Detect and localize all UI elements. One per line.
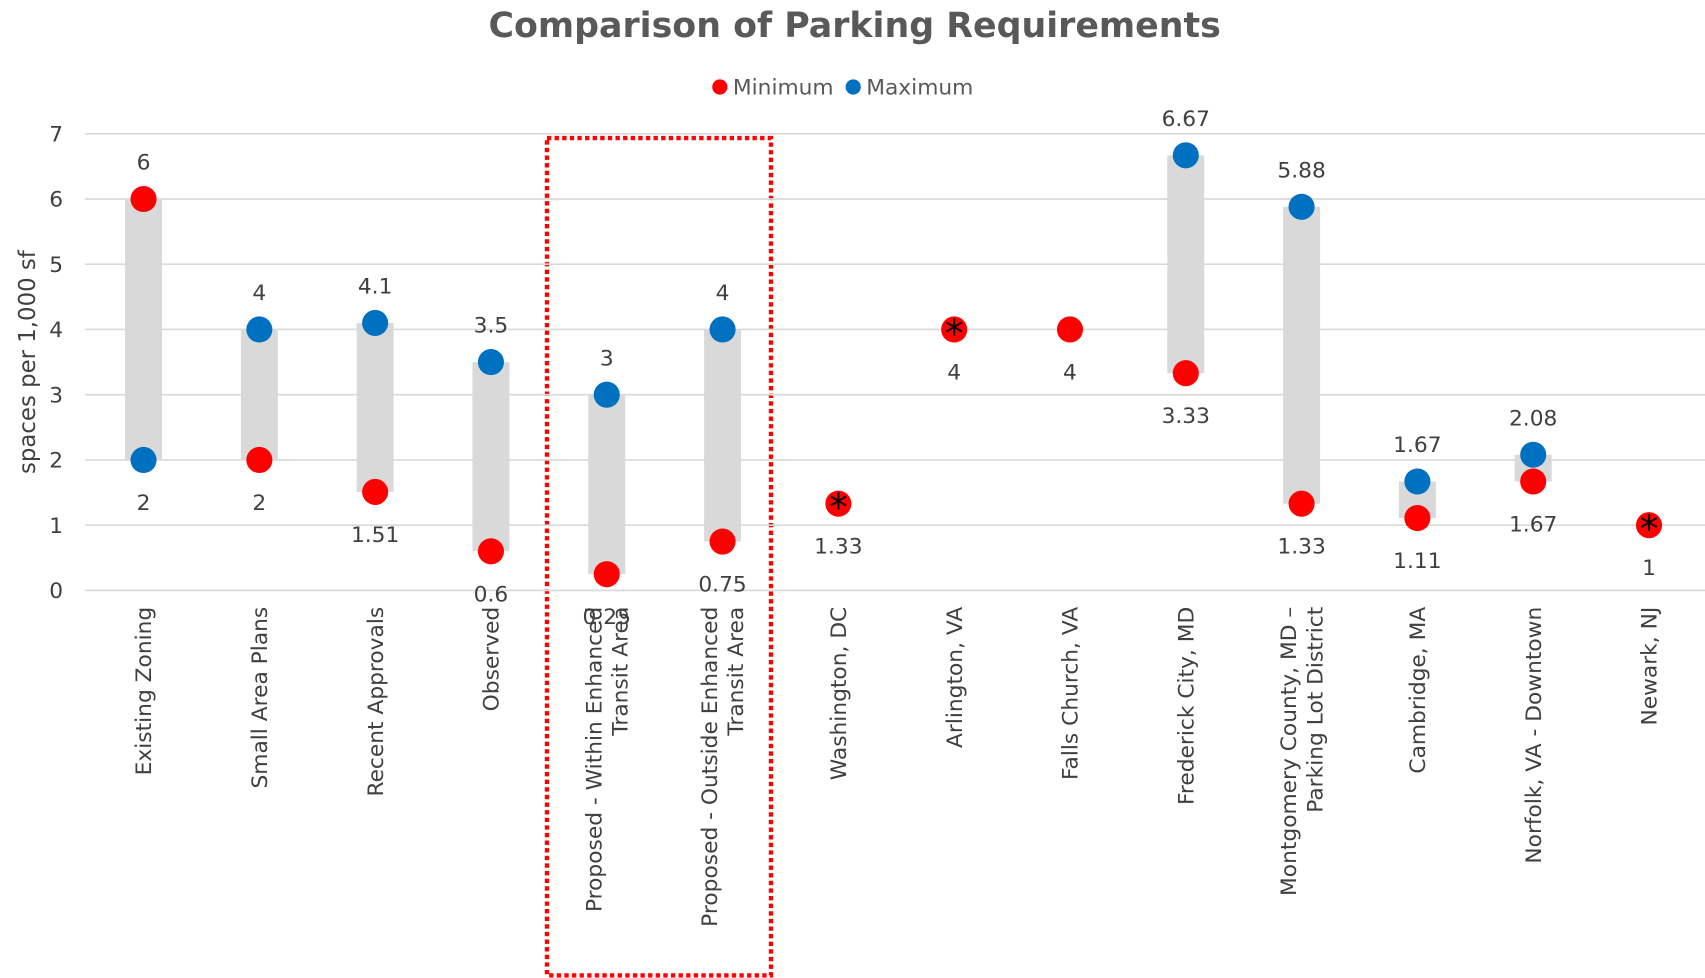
data-label: 1.67	[1509, 513, 1557, 538]
data-label: 0.75	[698, 573, 746, 598]
range-bar	[356, 322, 394, 492]
data-label: 6	[137, 151, 151, 176]
x-tick-label: Observed	[480, 607, 505, 712]
dot	[593, 561, 620, 588]
asterisk: *	[829, 486, 847, 529]
dot	[1520, 468, 1547, 495]
dot	[1288, 193, 1315, 220]
dot	[1404, 468, 1431, 495]
legend-label: Maximum	[866, 76, 973, 101]
data-label: 1	[1642, 556, 1656, 581]
data-label: 3	[600, 346, 614, 371]
data-label: 3.33	[1162, 404, 1210, 429]
data-label: 3.5	[474, 314, 509, 339]
x-tick-label: Small Area Plans	[248, 607, 273, 789]
dot	[1288, 490, 1315, 517]
dot	[362, 309, 389, 337]
data-label: 4	[1063, 361, 1077, 386]
data-label: 2	[137, 491, 151, 516]
dot	[1635, 512, 1663, 539]
y-tick-label: 5	[49, 253, 63, 278]
dot	[477, 349, 504, 376]
legend-marker	[712, 79, 728, 95]
chart-title: Comparison of Parking Requirements	[489, 6, 1221, 46]
range-bar	[240, 329, 278, 460]
x-tick-label: Recent Approvals	[364, 607, 389, 797]
asterisk: *	[1640, 508, 1658, 551]
x-tick-label: Washington, DC	[827, 607, 852, 780]
dot	[130, 185, 157, 213]
y-tick-label: 1	[49, 514, 63, 539]
data-label: 0.6	[474, 582, 509, 607]
range-bar	[125, 198, 163, 460]
y-axis-label: spaces per 1,000 sf	[15, 249, 41, 474]
legend-label: Minimum	[733, 76, 834, 101]
dot	[1056, 316, 1084, 343]
data-label: 1.33	[814, 535, 862, 560]
x-tick-label: Cambridge, MA	[1406, 607, 1431, 774]
dot	[1172, 142, 1199, 169]
dot	[1520, 441, 1547, 468]
range-bar	[1283, 206, 1321, 504]
dot	[1172, 360, 1199, 387]
y-tick-label: 3	[49, 383, 63, 408]
dot	[130, 446, 157, 474]
y-tick-label: 2	[49, 449, 63, 474]
dot	[362, 478, 389, 505]
x-tick-label: Arlington, VA	[943, 607, 968, 748]
dot	[709, 316, 736, 343]
range-bar	[704, 329, 742, 542]
x-tick-label: Falls Church, VA	[1059, 607, 1084, 780]
y-tick-label: 6	[49, 188, 63, 213]
range-bar	[588, 394, 626, 575]
data-label: 1.67	[1393, 433, 1441, 458]
x-tick-label: Newark, NJ	[1638, 607, 1663, 726]
y-tick-label: 0	[49, 579, 63, 604]
asterisk: *	[945, 312, 963, 355]
x-tick-label: Frederick City, MD	[1174, 607, 1199, 805]
highlight-box	[544, 135, 774, 978]
dot	[246, 316, 273, 343]
x-tick-label: Proposed - Within EnhancedTransit Area	[582, 607, 633, 912]
dot	[246, 446, 273, 474]
data-label: 1.51	[351, 523, 399, 548]
data-label: 2.08	[1509, 406, 1557, 431]
data-label: 4	[252, 281, 266, 306]
data-label: 1.11	[1393, 549, 1441, 574]
data-label: 4	[947, 361, 961, 386]
dot	[593, 381, 620, 408]
range-bar	[472, 362, 510, 552]
y-tick-label: 7	[49, 122, 63, 147]
dot	[941, 316, 968, 343]
legend-marker	[845, 79, 861, 95]
range-bar	[1167, 155, 1205, 374]
data-label: 4.1	[358, 275, 393, 300]
data-label: 2	[252, 491, 266, 516]
x-tick-label: Existing Zoning	[132, 607, 157, 776]
data-label: 1.33	[1277, 535, 1325, 560]
x-tick-label: Proposed - Outside EnhancedTransit Area	[698, 607, 749, 927]
dot	[825, 490, 852, 517]
y-tick-label: 4	[49, 318, 63, 343]
data-label: 5.88	[1277, 158, 1325, 183]
data-label: 0.25	[583, 605, 631, 630]
x-tick-label: Montgomery County, MD –Parking Lot Distr…	[1277, 607, 1328, 896]
data-label: 4	[716, 281, 730, 306]
dot	[709, 528, 736, 555]
x-tick-label: Norfolk, VA - Downtown	[1522, 607, 1547, 864]
dot	[477, 538, 504, 565]
data-label: 6.67	[1162, 107, 1210, 132]
dot	[1404, 504, 1431, 532]
